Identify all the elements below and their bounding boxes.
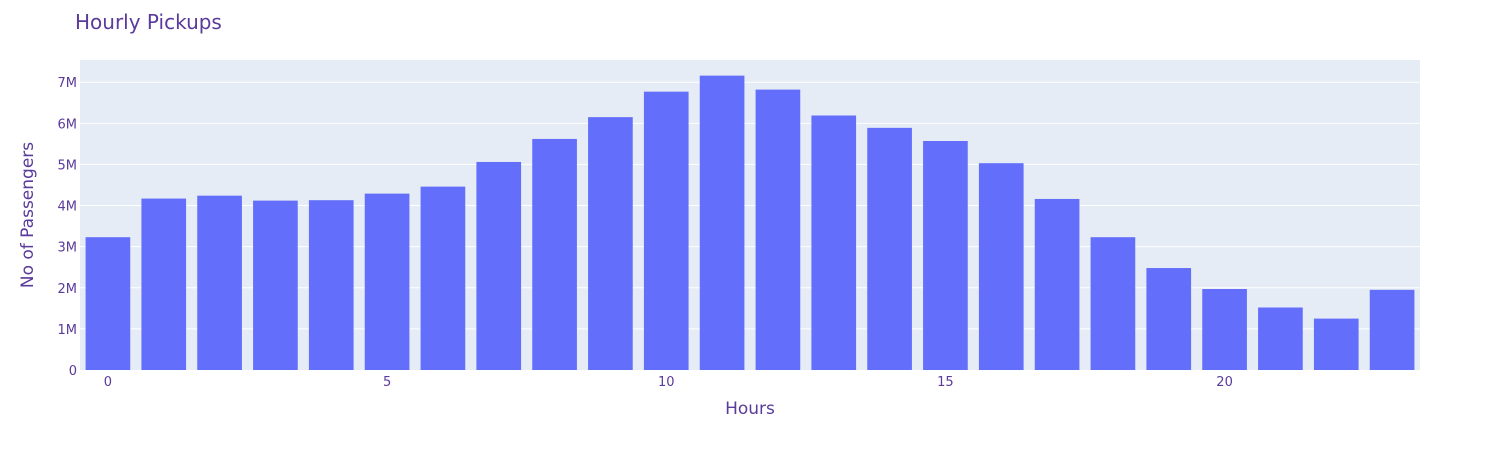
plot-area	[80, 60, 1420, 370]
bar-hour-16[interactable]	[978, 163, 1024, 370]
bar-hour-10[interactable]	[643, 91, 689, 370]
y-tick-label: 6M	[58, 117, 78, 132]
bar-hour-14[interactable]	[867, 127, 912, 370]
y-tick-labels: 0 1M 2M 3M 4M 5M 6M 7M	[58, 76, 78, 379]
y-tick-label: 0	[69, 364, 77, 379]
x-tick-label: 20	[1216, 375, 1233, 390]
y-tick-label: 4M	[58, 200, 78, 215]
bar-hour-5[interactable]	[364, 193, 410, 370]
bar-hour-7[interactable]	[476, 161, 522, 370]
bar-hour-15[interactable]	[923, 140, 968, 370]
y-tick-label: 3M	[58, 241, 78, 256]
bar-hour-21[interactable]	[1258, 307, 1303, 370]
gridlines	[80, 81, 1420, 330]
x-axis-title: Hours	[725, 399, 775, 419]
bar-hour-2[interactable]	[197, 195, 242, 370]
bar-hour-17[interactable]	[1034, 198, 1080, 370]
bar-hour-11[interactable]	[699, 75, 745, 370]
bar-hour-19[interactable]	[1146, 268, 1192, 370]
bar-hour-6[interactable]	[420, 186, 466, 370]
bar-hour-18[interactable]	[1090, 237, 1136, 370]
x-tick-label: 5	[383, 375, 391, 390]
bar-hour-13[interactable]	[811, 115, 857, 371]
bar-hour-1[interactable]	[141, 198, 187, 370]
bars	[85, 75, 1415, 371]
bar-hour-9[interactable]	[588, 117, 633, 370]
bar-hour-8[interactable]	[532, 138, 577, 370]
bar-hour-0[interactable]	[85, 237, 131, 370]
y-tick-label: 2M	[58, 282, 78, 297]
chart-title: Hourly Pickups	[75, 10, 222, 34]
bar-hour-4[interactable]	[308, 200, 354, 370]
y-tick-label: 5M	[58, 158, 78, 173]
x-tick-label: 10	[658, 375, 675, 390]
bar-hour-3[interactable]	[253, 200, 298, 370]
y-tick-label: 7M	[58, 76, 78, 91]
y-tick-label: 1M	[58, 323, 78, 338]
bar-hour-23[interactable]	[1369, 289, 1415, 370]
y-axis-title: No of Passengers	[18, 142, 38, 288]
x-tick-labels: 0 5 10 15 20	[104, 375, 1233, 390]
x-tick-label: 15	[937, 375, 954, 390]
bar-hour-20[interactable]	[1202, 289, 1247, 370]
bar-hour-12[interactable]	[755, 89, 801, 371]
x-tick-label: 0	[104, 375, 112, 390]
bar-hour-22[interactable]	[1313, 318, 1359, 370]
